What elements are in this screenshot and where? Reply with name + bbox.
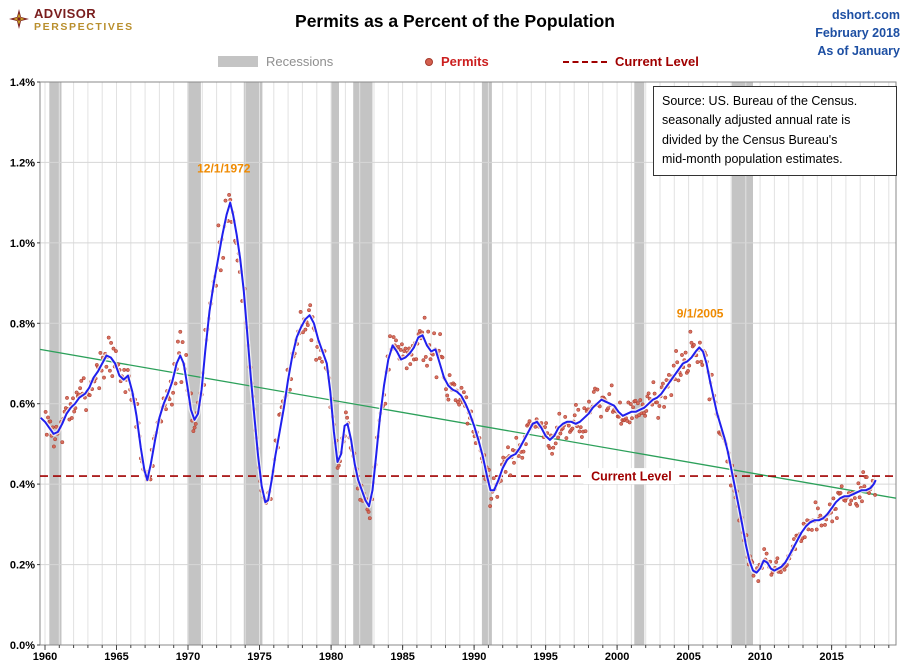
header-meta: dshort.com February 2018 As of January xyxy=(815,6,900,60)
x-tick-label: 1980 xyxy=(319,651,343,661)
x-tick-label: 1960 xyxy=(33,651,57,661)
advisor-perspectives-logo: ADVISOR PERSPECTIVES xyxy=(8,6,134,34)
site-link[interactable]: dshort.com xyxy=(831,8,900,22)
y-tick-label: 0.0% xyxy=(10,640,35,652)
recession-swatch xyxy=(218,56,258,67)
asof-label: As of January xyxy=(817,44,900,59)
y-tick-label: 0.8% xyxy=(10,318,35,330)
recession-bands xyxy=(49,82,753,645)
y-tick-label: 1.0% xyxy=(10,238,35,250)
x-tick-label: 1990 xyxy=(462,651,486,661)
source-note: Source: US. Bureau of the Census. season… xyxy=(653,86,897,176)
source-note-line: mid-month population estimates. xyxy=(662,152,843,167)
y-tick-label: 0.6% xyxy=(10,399,35,411)
permits-line xyxy=(40,201,877,574)
logo-advisor: ADVISOR xyxy=(34,6,97,21)
y-tick-label: 1.4% xyxy=(10,77,35,89)
source-note-line: Source: US. Bureau of the Census. xyxy=(662,94,858,108)
current-level-label: Current Level xyxy=(591,470,672,484)
peak-annotation: 12/1/1972 xyxy=(197,162,251,176)
current-level-label-bg xyxy=(583,468,680,485)
x-tick-label: 2010 xyxy=(748,651,772,661)
current-level-dash-swatch xyxy=(563,60,607,63)
x-tick-label: 1985 xyxy=(390,651,414,661)
x-tick-label: 2005 xyxy=(676,651,700,661)
x-tick-label: 1975 xyxy=(247,651,271,661)
x-tick-label: 1995 xyxy=(533,651,557,661)
legend-recessions-label: Recessions xyxy=(266,54,334,69)
legend-permits-label: Permits xyxy=(441,54,489,69)
plot-border xyxy=(39,81,897,646)
source-note-line: seasonally adjusted annual rate is xyxy=(662,113,851,128)
legend-permits: Permits xyxy=(425,54,489,69)
peak-annotation: 9/1/2005 xyxy=(677,306,724,320)
page-title: Permits as a Percent of the Population xyxy=(295,11,615,31)
legend-current-level-label: Current Level xyxy=(615,54,699,69)
legend-current-level: Current Level xyxy=(563,54,699,69)
compass-rose-icon xyxy=(9,9,29,29)
y-tick-label: 0.4% xyxy=(10,479,35,491)
y-tick-label: 1.2% xyxy=(10,157,35,169)
date-label: February 2018 xyxy=(815,26,900,41)
source-note-line: divided by the Census Bureau's xyxy=(662,132,838,147)
y-tick-label: 0.2% xyxy=(10,560,35,572)
logo-text: ADVISOR PERSPECTIVES xyxy=(34,6,134,34)
logo-perspectives: PERSPECTIVES xyxy=(34,21,134,34)
x-tick-label: 1965 xyxy=(104,651,128,661)
x-tick-label: 1970 xyxy=(176,651,200,661)
axes: 1960 1965 1970 1975 1980 1985 1990 1995 2000 2005… xyxy=(10,77,890,661)
x-tick-label: 2015 xyxy=(819,651,843,661)
legend-recessions: Recessions xyxy=(218,54,333,69)
permits-dot-swatch xyxy=(425,57,433,66)
x-tick-label: 2000 xyxy=(605,651,629,661)
